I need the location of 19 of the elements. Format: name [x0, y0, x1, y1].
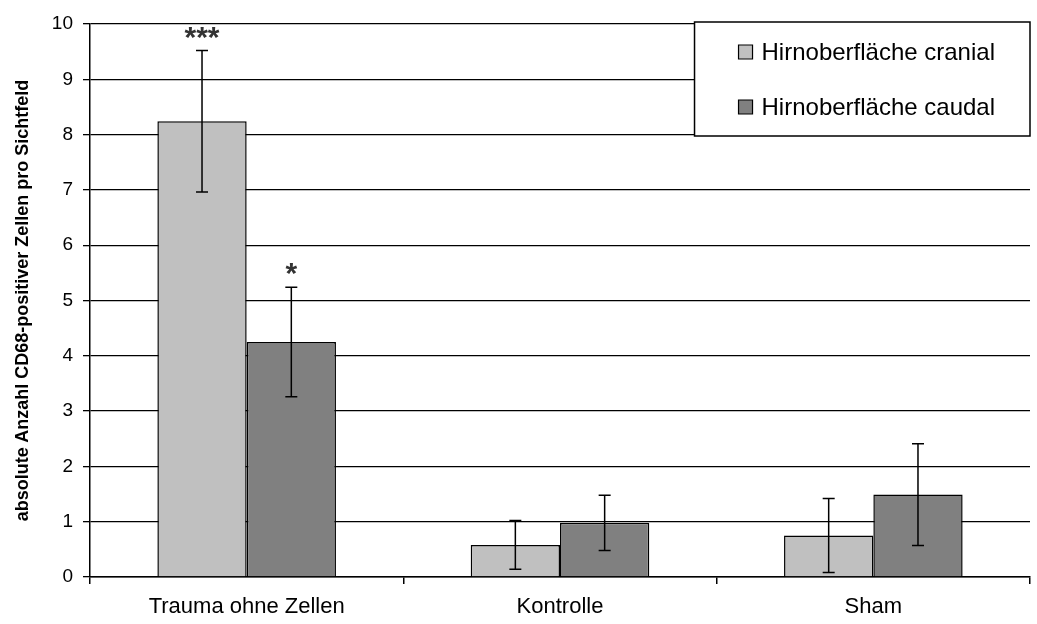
annotation: ***: [184, 19, 220, 53]
x-tick-label: Kontrolle: [516, 593, 604, 619]
x-tick-label: Sham: [844, 593, 903, 619]
y-tick-label: 5: [62, 288, 73, 310]
y-tick-label: 6: [62, 233, 73, 255]
y-tick-label: 0: [62, 565, 73, 587]
y-tick-label: 9: [62, 67, 73, 89]
y-tick-label: 7: [62, 178, 73, 200]
y-tick-label: 3: [62, 399, 73, 421]
y-tick-label: 2: [62, 454, 73, 476]
annotation: *: [285, 256, 298, 290]
y-tick-label: 10: [51, 12, 73, 34]
y-axis-title: absolute Anzahl CD68-positiver Zellen pro Sichtfeld: [11, 79, 32, 522]
x-tick-label: Trauma ohne Zellen: [148, 593, 345, 619]
legend-label: Hirnoberfläche caudal: [761, 92, 996, 120]
y-tick-label: 4: [62, 344, 74, 366]
y-tick-label: 8: [62, 122, 73, 144]
legend-label: Hirnoberfläche cranial: [761, 37, 995, 65]
y-tick-label: 1: [62, 509, 73, 531]
